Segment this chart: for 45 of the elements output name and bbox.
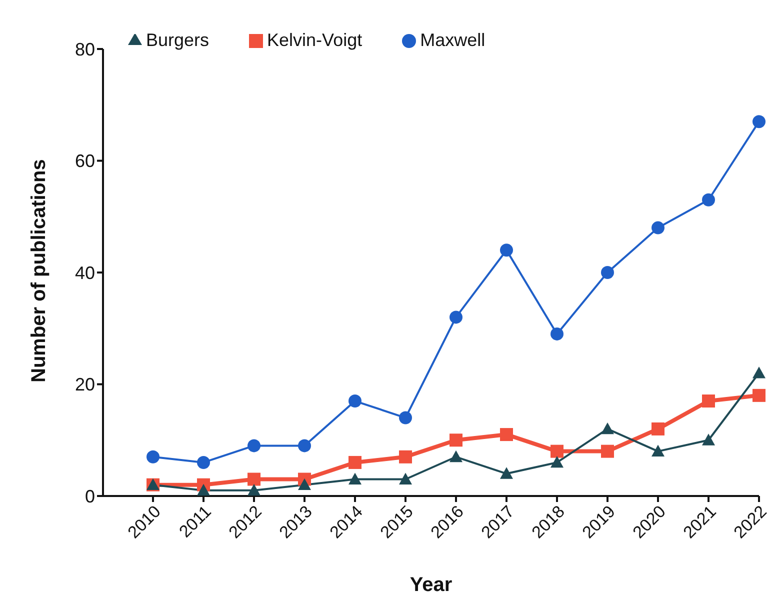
point bbox=[702, 193, 715, 206]
legend-label: Maxwell bbox=[420, 30, 486, 50]
point bbox=[348, 472, 362, 484]
point bbox=[197, 456, 210, 469]
point bbox=[550, 327, 564, 340]
point bbox=[601, 422, 614, 434]
point bbox=[348, 394, 362, 408]
point bbox=[652, 221, 664, 234]
point bbox=[450, 450, 462, 462]
point bbox=[500, 428, 513, 442]
y-axis-title: Number of publications bbox=[28, 159, 50, 382]
y-tick-label: 20 bbox=[74, 374, 95, 395]
point bbox=[248, 439, 260, 452]
point bbox=[450, 310, 462, 324]
point bbox=[752, 388, 766, 402]
point bbox=[550, 456, 564, 468]
x-axis-title: Year bbox=[410, 574, 452, 596]
point bbox=[500, 467, 513, 479]
point bbox=[652, 422, 664, 436]
point bbox=[601, 444, 614, 458]
point bbox=[702, 394, 715, 408]
point bbox=[248, 484, 260, 496]
y-tick-label: 0 bbox=[84, 486, 95, 506]
point bbox=[702, 434, 715, 446]
point bbox=[601, 266, 614, 279]
y-tick-label: 80 bbox=[74, 39, 95, 60]
point bbox=[399, 411, 412, 424]
point bbox=[550, 444, 564, 458]
point bbox=[500, 244, 513, 257]
point bbox=[752, 115, 766, 128]
point bbox=[146, 450, 160, 464]
legend-label: Burgers bbox=[146, 30, 210, 50]
point bbox=[450, 434, 462, 447]
point bbox=[399, 472, 412, 484]
point bbox=[752, 366, 766, 378]
point bbox=[197, 484, 210, 496]
point bbox=[348, 456, 362, 469]
point bbox=[248, 472, 260, 486]
point bbox=[298, 478, 311, 490]
y-tick-label: 40 bbox=[74, 262, 95, 283]
legend-label: Kelvin-Voigt bbox=[267, 30, 362, 50]
y-tick-label: 60 bbox=[74, 151, 95, 172]
point bbox=[652, 444, 664, 456]
point bbox=[399, 450, 412, 464]
point bbox=[298, 439, 311, 452]
